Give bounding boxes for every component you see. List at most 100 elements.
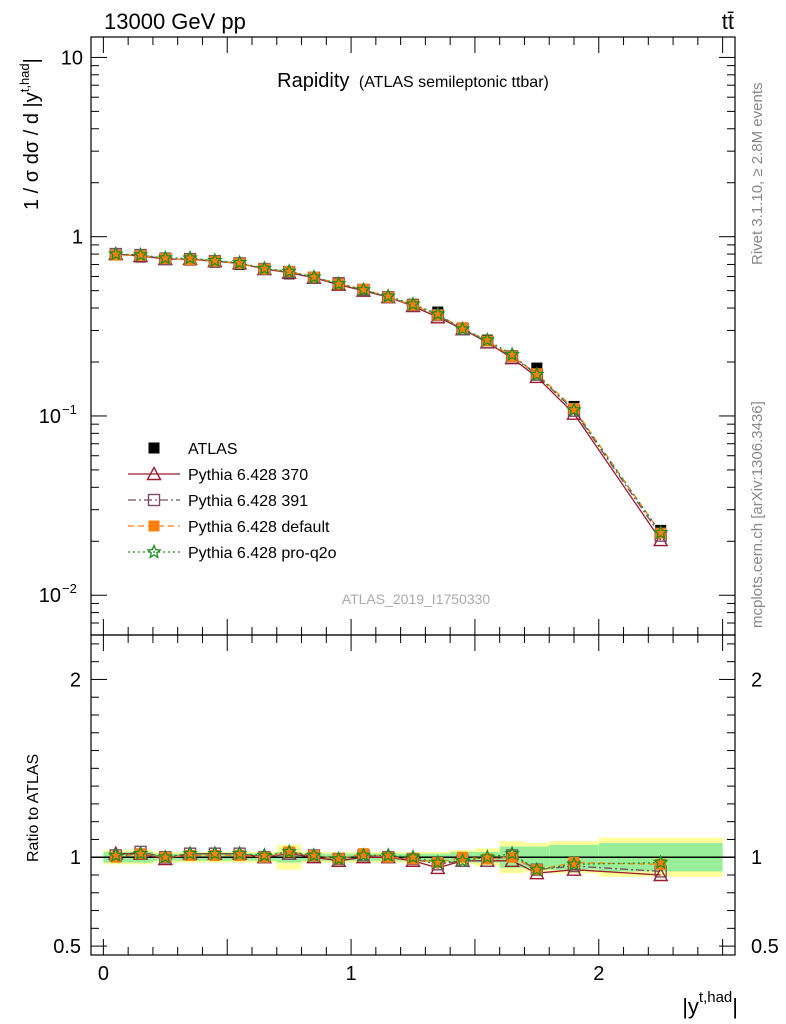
ratio-point-s2-6	[258, 851, 270, 863]
main-point-s3-0	[110, 249, 122, 261]
main-point-s3-13	[432, 309, 444, 321]
ratio-y-axis-label: Ratio to ATLAS	[25, 754, 42, 862]
ratio-point-s3-19	[652, 854, 669, 870]
ratio-axes: 0.5 0.5 1 1 2 2 0 1 2	[53, 635, 779, 985]
main-point-s3-7	[283, 265, 295, 277]
ratio-point-s2-3	[184, 849, 196, 861]
ratio-point-s3-18	[566, 856, 582, 871]
main-point-s3-2	[159, 253, 171, 265]
ratio-point-s3-13	[430, 854, 446, 870]
ratio-point-s2-10	[357, 848, 369, 860]
ratio-y-tick-label: 1	[70, 847, 81, 869]
main-point-s4-19	[652, 524, 669, 540]
ratio-point-s2-0	[110, 851, 122, 863]
main-point-s3-1	[135, 250, 147, 262]
ratio-point-s2-19	[655, 858, 667, 870]
ratio-y-tick-label-right: 2	[751, 669, 762, 691]
main-point-s3-14	[457, 322, 469, 334]
main-point-s4-4	[207, 252, 223, 268]
ratio-y-tick-label: 2	[70, 669, 81, 691]
ratio-point-s2-14	[457, 851, 469, 863]
main-point-s4-15	[479, 331, 496, 347]
legend-label-3: Pythia 6.428 default	[188, 519, 330, 536]
main-point-s3-15	[481, 335, 493, 347]
main-point-s1-19	[653, 532, 669, 547]
ratio-y-tick-label: 0.5	[53, 936, 81, 958]
ratio-point-s2-15	[481, 853, 493, 865]
ratio-point-s2-8	[308, 849, 320, 861]
ratio-point-s3-15	[479, 848, 496, 864]
legend-marker-4	[146, 543, 162, 559]
legend-label-0: ATLAS	[188, 441, 238, 458]
main-point-s3-9	[333, 278, 345, 290]
main-y-tick-label: 1	[72, 227, 83, 249]
main-y-axis-label: 1 / σ dσ / d |yt,had|	[17, 58, 43, 210]
main-y-tick-label: 10	[61, 47, 83, 69]
x-tick-label: 2	[593, 963, 604, 985]
main-point-s4-9	[330, 275, 347, 291]
mcplots-label: mcplots.cern.ch [arXiv:1306.3436]	[749, 401, 766, 628]
main-point-s3-8	[308, 271, 320, 283]
ratio-point-s3-14	[454, 852, 471, 868]
main-data-layer	[108, 245, 669, 547]
legend-label-1: Pythia 6.428 370	[188, 467, 308, 484]
ratio-point-s2-17	[531, 864, 543, 876]
ratio-point-s3-2	[157, 848, 174, 864]
main-y-tick-label: 10	[39, 406, 61, 428]
x-tick-label: 0	[98, 963, 109, 985]
ratio-frame	[90, 634, 736, 956]
x-tick-label: 1	[346, 963, 357, 985]
ratio-point-s3-6	[256, 847, 273, 863]
legend-marker-1	[146, 466, 162, 481]
main-point-s4-7	[281, 263, 297, 279]
main-point-s3-3	[184, 254, 196, 266]
main-point-s4-10	[355, 281, 372, 297]
main-y-tick-label: 10	[39, 585, 61, 607]
legend-marker-2	[147, 493, 161, 507]
ratio-point-s3-8	[306, 847, 322, 863]
chart-subtitle: (ATLAS semileptonic ttbar)	[359, 74, 549, 91]
ratio-point-s2-9	[333, 853, 345, 865]
ratio-point-s3-5	[231, 845, 248, 861]
ratio-point-s2-7	[283, 846, 295, 858]
ratio-point-s3-1	[132, 845, 149, 861]
main-point-s3-17	[531, 368, 543, 380]
main-point-s4-8	[306, 268, 322, 284]
legend-marker-0	[148, 442, 160, 454]
ratio-point-s2-11	[382, 851, 394, 863]
main-point-s4-3	[182, 249, 198, 265]
main-point-s4-18	[566, 401, 582, 417]
ratio-point-s3-17	[529, 861, 545, 877]
chart-title-group: Rapidity (ATLAS semileptonic ttbar)	[277, 70, 549, 92]
ratio-point-s3-11	[380, 847, 397, 863]
main-point-s4-11	[380, 288, 396, 303]
legend-marker-3	[148, 520, 160, 532]
ratio-point-s3-12	[405, 848, 421, 864]
chart-title: Rapidity	[277, 70, 349, 92]
ratio-y-tick-label-right: 1	[751, 847, 762, 869]
ratio-point-s2-1	[135, 848, 147, 860]
legend-label-4: Pythia 6.428 pro-q2o	[188, 545, 337, 562]
main-point-s3-11	[382, 291, 394, 303]
analysis-id: ATLAS_2019_I1750330	[342, 591, 491, 607]
main-y-tick-exponent: −2	[62, 581, 77, 596]
ratio-point-s3-9	[330, 850, 347, 866]
main-point-s3-10	[357, 283, 369, 295]
main-point-s4-5	[231, 254, 248, 270]
ratio-point-s3-4	[207, 845, 223, 861]
ratio-point-s3-3	[182, 845, 198, 861]
main-point-s4-16	[504, 346, 520, 362]
main-point-s4-6	[256, 260, 273, 276]
main-point-s3-18	[568, 403, 580, 415]
main-point-s4-17	[529, 366, 545, 382]
ratio-point-s2-12	[407, 853, 419, 865]
ratio-point-s2-18	[568, 857, 580, 869]
main-y-tick-exponent: −1	[62, 402, 77, 417]
ratio-point-s3-0	[107, 847, 124, 863]
main-point-s4-14	[454, 320, 471, 336]
ratio-panel: 0.5 0.5 1 1 2 2 0 1 2 Ratio to ATLAS |yt,had|	[25, 634, 779, 1019]
process-label: tt̄	[722, 9, 734, 34]
